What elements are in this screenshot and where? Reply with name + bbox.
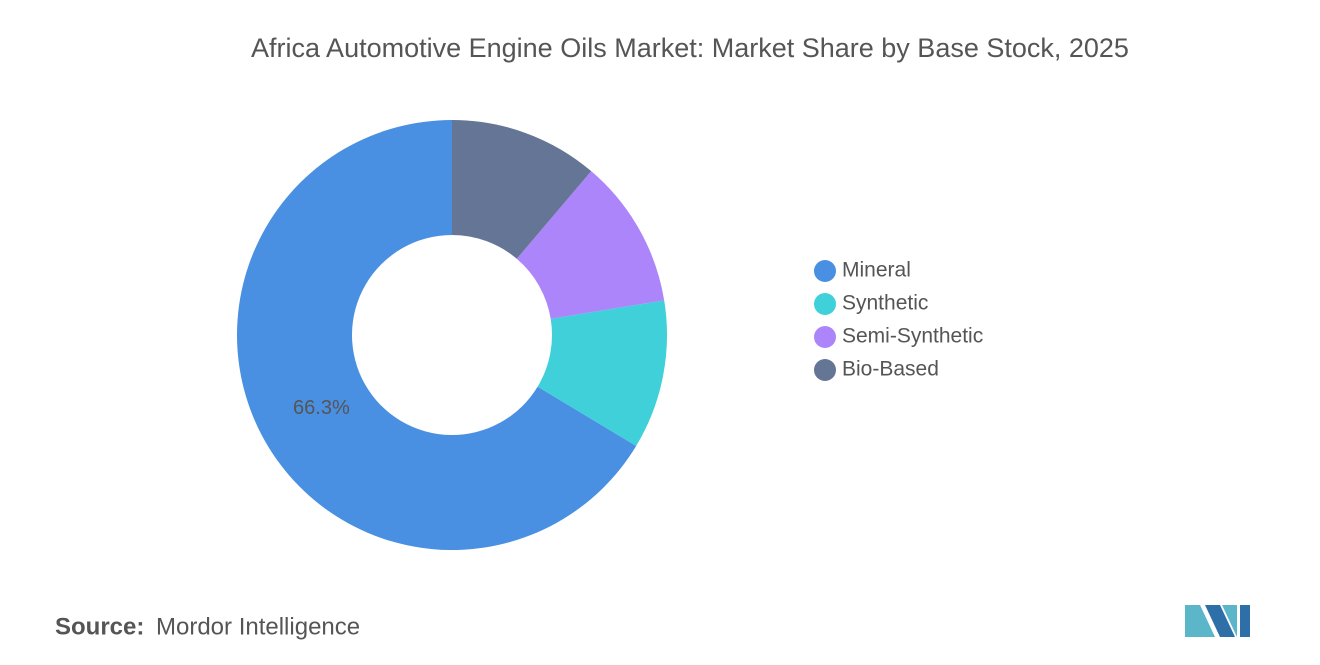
source-label: Source: (55, 613, 144, 640)
donut-segment (236, 120, 637, 550)
legend-label: Semi-Synthetic (842, 325, 983, 348)
legend-label: Bio-Based (842, 358, 939, 381)
logo (1185, 605, 1250, 637)
legend-label: Mineral (842, 259, 911, 282)
donut-segment (537, 300, 667, 446)
data-label: 66.3% (293, 397, 350, 419)
legend-marker (814, 359, 836, 381)
legend-label: Synthetic (842, 292, 928, 315)
legend-marker (814, 326, 836, 348)
donut-segment (452, 120, 592, 259)
legend-marker (814, 260, 836, 282)
legend-marker (814, 293, 836, 315)
chart-title: Africa Automotive Engine Oils Market: Ma… (251, 33, 1129, 63)
source: Mordor Intelligence (156, 613, 360, 640)
donut-segment (516, 171, 665, 319)
